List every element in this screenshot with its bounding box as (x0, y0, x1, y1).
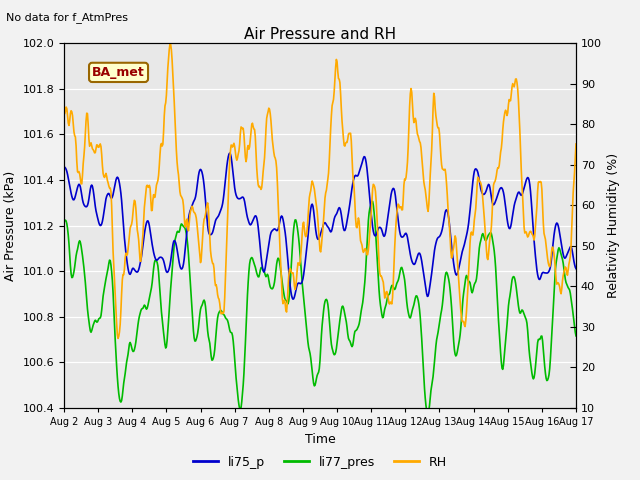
Y-axis label: Relativity Humidity (%): Relativity Humidity (%) (607, 153, 620, 298)
Title: Air Pressure and RH: Air Pressure and RH (244, 27, 396, 42)
Y-axis label: Air Pressure (kPa): Air Pressure (kPa) (4, 170, 17, 281)
Text: No data for f_AtmPres: No data for f_AtmPres (6, 12, 129, 23)
Text: BA_met: BA_met (92, 66, 145, 79)
X-axis label: Time: Time (305, 432, 335, 445)
Legend: li75_p, li77_pres, RH: li75_p, li77_pres, RH (188, 451, 452, 474)
